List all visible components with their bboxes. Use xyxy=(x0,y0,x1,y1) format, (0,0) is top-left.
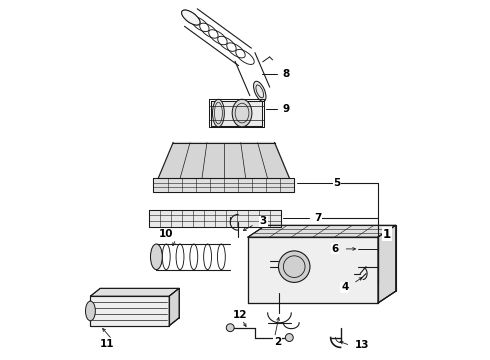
Ellipse shape xyxy=(85,301,96,321)
Ellipse shape xyxy=(253,81,266,102)
Text: 6: 6 xyxy=(331,244,339,254)
Polygon shape xyxy=(153,178,294,192)
Text: 12: 12 xyxy=(233,310,247,320)
Text: 5: 5 xyxy=(334,178,341,188)
Polygon shape xyxy=(91,288,179,296)
Ellipse shape xyxy=(226,324,234,332)
Text: 9: 9 xyxy=(282,104,290,114)
Text: 10: 10 xyxy=(159,229,173,239)
Polygon shape xyxy=(158,143,289,178)
Polygon shape xyxy=(211,101,262,126)
Ellipse shape xyxy=(182,10,200,25)
Polygon shape xyxy=(158,143,289,178)
Polygon shape xyxy=(378,225,395,303)
Text: 2: 2 xyxy=(274,337,281,347)
Text: 3: 3 xyxy=(260,216,267,226)
Text: 7: 7 xyxy=(314,213,321,224)
Polygon shape xyxy=(149,210,281,227)
Text: 11: 11 xyxy=(100,339,114,350)
Text: 8: 8 xyxy=(282,69,290,79)
Text: 4: 4 xyxy=(341,282,348,292)
Text: 13: 13 xyxy=(355,341,370,350)
Polygon shape xyxy=(248,237,378,303)
Polygon shape xyxy=(169,288,179,326)
Text: 1: 1 xyxy=(383,228,391,240)
Ellipse shape xyxy=(285,334,293,342)
Ellipse shape xyxy=(232,99,252,127)
Polygon shape xyxy=(248,225,395,237)
Ellipse shape xyxy=(213,99,224,127)
Polygon shape xyxy=(91,296,169,326)
Ellipse shape xyxy=(150,244,162,270)
Ellipse shape xyxy=(278,251,310,282)
